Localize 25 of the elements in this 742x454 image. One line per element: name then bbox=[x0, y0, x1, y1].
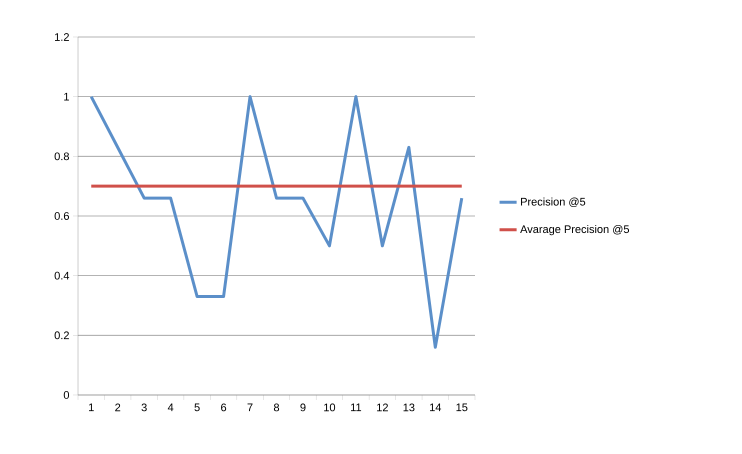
x-tick-label: 7 bbox=[248, 404, 253, 412]
x-tick-label: 15 bbox=[456, 404, 468, 412]
x-tick-label: 8 bbox=[274, 404, 280, 412]
x-tick-label: 14 bbox=[430, 404, 442, 412]
x-tick-label: 3 bbox=[142, 404, 147, 412]
legend-label: Precision @5 bbox=[521, 198, 586, 208]
x-tick-label: 10 bbox=[324, 404, 336, 412]
y-tick-label: 0.4 bbox=[54, 272, 70, 280]
x-tick-label: 13 bbox=[404, 404, 414, 412]
y-tick-label: 1.2 bbox=[55, 33, 69, 41]
y-tick-label: 0 bbox=[64, 391, 70, 399]
y-tick-label: 0.2 bbox=[54, 331, 69, 340]
line-series bbox=[90, 95, 464, 349]
x-tick-label: 12 bbox=[377, 404, 388, 412]
x-tick-label: 1 bbox=[89, 404, 94, 412]
x-tick-label: 11 bbox=[351, 404, 362, 412]
x-tick-label: 2 bbox=[115, 404, 120, 412]
y-tick-label: 1 bbox=[64, 92, 69, 100]
x-tick-label: 5 bbox=[194, 404, 200, 412]
y-tick-label: 0.6 bbox=[54, 212, 69, 220]
x-tick-label: 6 bbox=[221, 404, 226, 412]
x-tick-label: 9 bbox=[300, 404, 306, 412]
y-tick-label: 0.8 bbox=[54, 152, 69, 160]
legend-label: Avarage Precision @5 bbox=[520, 224, 630, 236]
x-tick-label: 4 bbox=[168, 404, 174, 412]
